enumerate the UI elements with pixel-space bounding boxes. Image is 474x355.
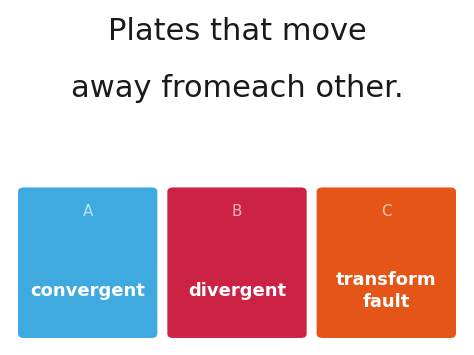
Text: A: A — [82, 204, 93, 219]
Text: B: B — [232, 204, 242, 219]
Text: convergent: convergent — [30, 282, 145, 300]
Text: transform
fault: transform fault — [336, 271, 437, 311]
FancyBboxPatch shape — [18, 187, 157, 338]
Text: C: C — [381, 204, 392, 219]
Text: divergent: divergent — [188, 282, 286, 300]
Text: Plates that move: Plates that move — [108, 17, 366, 47]
Text: away fromeach other.: away fromeach other. — [71, 74, 403, 103]
FancyBboxPatch shape — [167, 187, 307, 338]
FancyBboxPatch shape — [317, 187, 456, 338]
